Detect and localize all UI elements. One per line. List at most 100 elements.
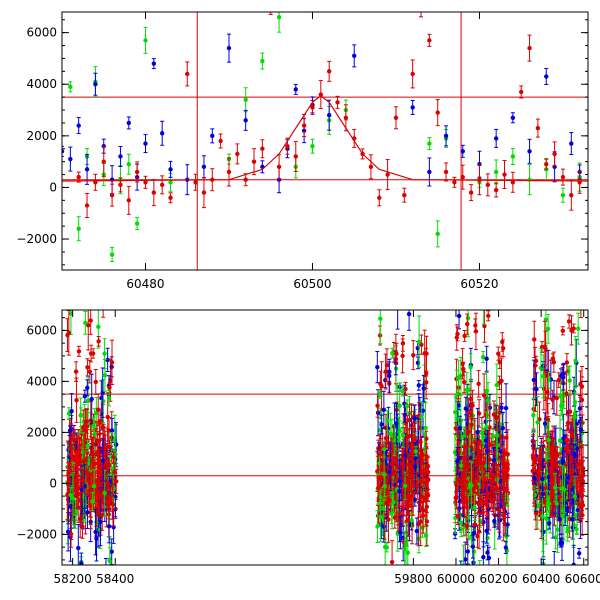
data-point [465, 549, 470, 554]
data-point [481, 393, 487, 398]
data-point [403, 386, 408, 392]
data-point [443, 169, 449, 175]
data-point [411, 352, 416, 358]
data-point [67, 428, 73, 433]
data-point [499, 244, 503, 248]
data-point [470, 403, 475, 408]
data-point [96, 407, 101, 412]
data-point [410, 71, 415, 77]
data-point [87, 369, 93, 374]
data-point [101, 399, 106, 404]
data-point [462, 455, 467, 461]
data-point [84, 203, 90, 208]
data-point [456, 313, 462, 319]
data-point [387, 373, 392, 378]
data-point [413, 455, 418, 461]
data-point [496, 351, 501, 356]
data-point [76, 123, 81, 128]
data-point [466, 515, 471, 520]
data-point [143, 38, 148, 43]
data-point [423, 533, 429, 538]
data-point [569, 192, 574, 198]
data-point [414, 528, 420, 534]
data-point [193, 180, 198, 185]
data-point [375, 403, 380, 408]
data-point [552, 151, 557, 157]
data-point [393, 115, 399, 120]
data-point [251, 159, 257, 164]
data-point [418, 439, 423, 444]
data-point [412, 416, 417, 421]
data-point [421, 470, 426, 476]
data-point [88, 318, 93, 323]
data-point [379, 384, 384, 389]
data-point [484, 491, 490, 496]
data-point [102, 373, 108, 378]
data-point [416, 536, 422, 542]
data-point [519, 89, 524, 95]
data-point [454, 482, 459, 488]
data-point [375, 524, 380, 529]
data-point [386, 517, 391, 522]
data-point [424, 380, 429, 385]
data-point [83, 320, 88, 326]
data-point [95, 488, 100, 494]
data-point [463, 557, 468, 562]
data-point [90, 442, 96, 447]
data-point [76, 174, 81, 180]
data-point [466, 429, 471, 434]
data-point [406, 470, 411, 475]
data-point [226, 169, 232, 175]
data-point [416, 383, 422, 388]
data-point [402, 412, 408, 418]
data-point [285, 143, 290, 149]
data-point [389, 461, 395, 467]
data-point [126, 162, 131, 167]
data-point [423, 425, 428, 431]
data-point [105, 444, 110, 450]
data-point [368, 164, 374, 169]
data-point [468, 190, 474, 195]
data-point [243, 177, 248, 182]
data-point [84, 167, 90, 172]
data-point [460, 361, 465, 366]
data-point [560, 192, 566, 198]
y-tick-label: 2000 [26, 129, 57, 143]
data-point [110, 502, 116, 507]
data-point [143, 141, 148, 146]
data-point [510, 115, 516, 120]
data-point [310, 105, 315, 110]
data-point [381, 506, 386, 511]
data-point [379, 522, 384, 528]
data-point [109, 360, 115, 365]
data-point [560, 174, 566, 180]
data-point [82, 393, 88, 399]
data-point [475, 534, 480, 539]
data-point [201, 164, 207, 169]
data-point [510, 154, 516, 159]
data-point [452, 180, 457, 185]
data-point [79, 561, 84, 565]
data-point [466, 434, 472, 440]
y-tick-label: −2000 [16, 232, 57, 246]
data-point [486, 313, 491, 319]
data-point [68, 311, 74, 316]
data-point [398, 530, 403, 535]
data-point [455, 331, 460, 337]
data-point [397, 428, 402, 434]
data-point [76, 226, 81, 231]
data-point [502, 172, 507, 177]
data-point [569, 141, 574, 146]
x-tick-label: 60520 [460, 277, 498, 291]
data-point [381, 407, 387, 413]
data-point [385, 172, 390, 177]
data-point [404, 403, 410, 409]
data-point [335, 100, 340, 105]
data-point [400, 505, 406, 510]
data-point [497, 518, 503, 523]
data-point [81, 458, 87, 464]
data-point [74, 398, 79, 403]
data-point [504, 488, 509, 494]
data-point [88, 504, 93, 509]
